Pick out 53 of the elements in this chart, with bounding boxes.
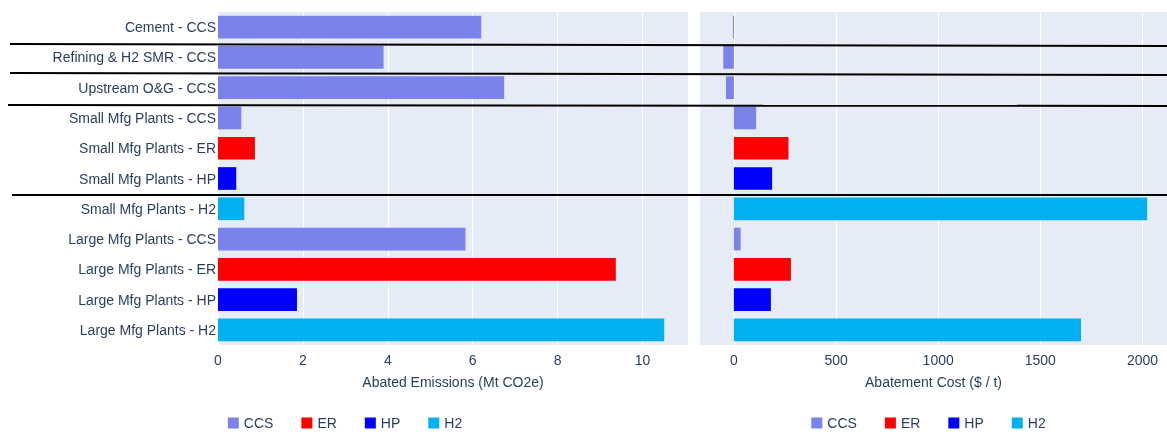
bar [733, 318, 1081, 342]
bar [218, 288, 297, 311]
bar [218, 46, 384, 69]
y-tick-label: Small Mfg Plants - HP [79, 170, 216, 187]
x-tick-label: 1500 [1024, 352, 1057, 368]
x-tick-label: 4 [383, 352, 392, 368]
legend-label: ER [317, 415, 337, 431]
y-tick-label: Small Mfg Plants - CCS [68, 109, 216, 126]
y-tick-label: Refining & H2 SMR - CCS [52, 49, 216, 66]
legend-label: ER [900, 415, 921, 431]
legend-label: HP [964, 415, 984, 431]
legend-label: HP [380, 415, 401, 431]
legend-label: H2 [444, 415, 463, 431]
bar [725, 76, 734, 100]
y-tick-label: Large Mfg Plants - ER [78, 261, 216, 278]
bar [218, 318, 665, 342]
bar [218, 76, 505, 100]
x-tick-label: 500 [824, 352, 848, 368]
x-tick-label: 8 [553, 352, 562, 368]
legend-label: H2 [1027, 415, 1046, 431]
x-tick-label: 0 [730, 352, 739, 368]
y-tick-label: Large Mfg Plants - H2 [79, 321, 217, 338]
x-tick-label: 2000 [1126, 352, 1159, 368]
x-tick-label: 0 [214, 352, 223, 368]
bar [733, 197, 1148, 221]
bar [218, 167, 237, 190]
y-tick-label: Cement - CCS [124, 19, 216, 36]
x-tick-label: 1000 [922, 352, 954, 368]
y-tick-label: Small Mfg Plants - ER [79, 140, 216, 157]
bar [218, 197, 245, 221]
bar [218, 227, 466, 251]
y-tick-label: Upstream O&G - CCS [78, 79, 216, 96]
bar [218, 15, 482, 39]
x-tick-label: 6 [468, 352, 477, 368]
bar [218, 136, 255, 160]
bar [733, 136, 789, 160]
x-tick-label: 10 [634, 352, 651, 368]
bar [733, 288, 771, 311]
bar [733, 227, 741, 251]
y-tick-label: Small Mfg Plants - H2 [80, 200, 217, 217]
bar [218, 257, 616, 281]
bar [733, 106, 757, 130]
legend-label: CCS [827, 415, 857, 431]
x-tick-label: 2 [299, 352, 308, 368]
bar [733, 167, 773, 190]
bar [723, 46, 734, 69]
y-tick-label: Large Mfg Plants - HP [78, 291, 216, 308]
bar [218, 106, 242, 130]
y-tick-label: Large Mfg Plants - CCS [68, 231, 216, 248]
bar [733, 257, 791, 281]
legend-label: CCS [243, 415, 274, 431]
x-axis-title: Abatement Cost ($ / t) [865, 374, 1002, 390]
x-axis-title: Abated Emissions (Mt CO2e) [362, 374, 544, 390]
